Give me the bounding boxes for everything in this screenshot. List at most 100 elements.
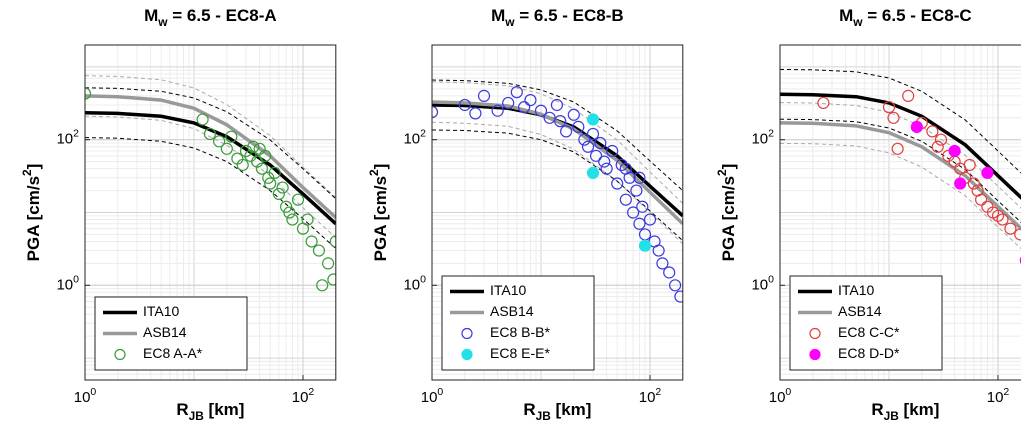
x-axis-label-base: R xyxy=(176,400,188,419)
data-point xyxy=(85,87,92,100)
chart-title: Mw = 6.5 - EC8-C xyxy=(839,6,972,29)
y-tick-label-base: 10 xyxy=(56,131,73,148)
data-point xyxy=(225,130,238,143)
x-tick-label-base: 10 xyxy=(987,389,1004,406)
x-axis-label-end: [km] xyxy=(551,400,592,419)
x-tick-label-base: 10 xyxy=(769,389,786,406)
y-axis-label-end: ] xyxy=(24,164,43,170)
chart-title-end: = 6.5 - EC8-B xyxy=(515,6,624,25)
y-tick-label-sup: 0 xyxy=(73,273,79,285)
y-tick-label-sup: 2 xyxy=(420,127,426,139)
data-point xyxy=(301,213,314,226)
data-point xyxy=(967,177,980,190)
data-point xyxy=(280,200,293,213)
legend-label: ASB14 xyxy=(143,324,187,340)
chart-title-sub: w xyxy=(852,15,863,29)
x-axis-label-end: [km] xyxy=(899,400,940,419)
sigma-line xyxy=(85,75,336,198)
data-point xyxy=(268,166,281,179)
legend-label: ITA10 xyxy=(490,282,527,298)
sigma-line xyxy=(432,81,683,204)
legend: ITA10 ASB14 EC8 B-B* EC8 E-E* xyxy=(441,275,595,371)
data-point xyxy=(910,120,923,133)
data-point xyxy=(594,136,607,150)
data-point xyxy=(477,89,491,102)
sigma-line xyxy=(432,79,683,191)
axes-frame xyxy=(84,44,337,381)
axes-frame xyxy=(431,44,684,381)
data-point xyxy=(902,89,915,102)
data-point xyxy=(975,193,988,206)
data-point xyxy=(316,279,329,292)
data-point xyxy=(286,213,299,226)
data-point xyxy=(589,149,603,162)
data-point xyxy=(578,133,591,146)
data-point xyxy=(817,96,830,110)
x-tick-label-base: 10 xyxy=(639,389,656,406)
legend-label: ASB14 xyxy=(490,303,534,319)
legend-marker xyxy=(461,327,473,340)
data-point xyxy=(630,184,643,197)
x-axis-label-sub: JB xyxy=(189,409,205,423)
data-point xyxy=(926,125,939,138)
data-point xyxy=(203,127,217,141)
sigma-line xyxy=(432,129,683,242)
data-point xyxy=(518,101,531,114)
x-tick-label: 100 xyxy=(74,386,97,406)
y-tick-label-base: 10 xyxy=(403,276,420,293)
legend-label: EC8 B-B* xyxy=(490,324,550,340)
x-tick-label: 102 xyxy=(987,386,1010,406)
chart-title-end: = 6.5 - EC8-A xyxy=(168,6,277,25)
data-point xyxy=(272,187,285,201)
y-axis-label-sup: 2 xyxy=(367,169,381,176)
data-point xyxy=(948,144,961,158)
data-point xyxy=(213,135,226,148)
x-tick-label: 102 xyxy=(292,386,315,406)
x-axis-label: RJB [km] xyxy=(176,400,244,423)
x-tick-label: 102 xyxy=(639,386,662,406)
y-tick-label-sup: 2 xyxy=(768,127,774,139)
x-axis-label: RJB [km] xyxy=(523,400,591,423)
data-point xyxy=(663,266,676,279)
y-tick-label: 100 xyxy=(751,273,774,293)
data-point xyxy=(598,155,611,168)
data-point xyxy=(606,144,619,158)
legend-label: EC8 A-A* xyxy=(143,345,203,361)
data-point xyxy=(432,105,439,119)
chart-title-sub: w xyxy=(157,15,168,29)
data-point xyxy=(996,213,1009,226)
data-point xyxy=(510,86,523,99)
axes-frame xyxy=(779,44,1021,381)
data-point xyxy=(322,257,335,270)
data-point xyxy=(327,273,336,286)
data-point xyxy=(633,217,646,230)
data-point xyxy=(934,133,948,146)
data-point xyxy=(312,244,326,257)
sigma-line xyxy=(780,118,1021,223)
data-point xyxy=(656,257,669,270)
x-axis-label-sub: JB xyxy=(536,409,552,423)
legend-label: ASB14 xyxy=(838,303,882,319)
x-tick-label-sup: 0 xyxy=(437,386,443,398)
data-point xyxy=(276,181,289,194)
data-point xyxy=(633,171,646,184)
x-axis-label-end: [km] xyxy=(204,400,245,419)
x-axis-label-base: R xyxy=(523,400,535,419)
x-tick-label-sup: 2 xyxy=(308,386,314,398)
sigma-line xyxy=(432,121,683,245)
sigma-line xyxy=(780,142,1021,250)
x-axis-label-sub: JB xyxy=(884,409,900,423)
data-point xyxy=(581,140,595,153)
legend-label: EC8 E-E* xyxy=(490,345,550,361)
y-axis-label: PGA [cm/s2] xyxy=(367,164,390,262)
x-tick-label: 100 xyxy=(421,386,444,406)
data-point xyxy=(554,115,567,128)
data-point xyxy=(636,200,649,213)
data-point xyxy=(264,177,277,190)
y-tick-label: 100 xyxy=(403,273,426,293)
data-point xyxy=(586,127,600,141)
